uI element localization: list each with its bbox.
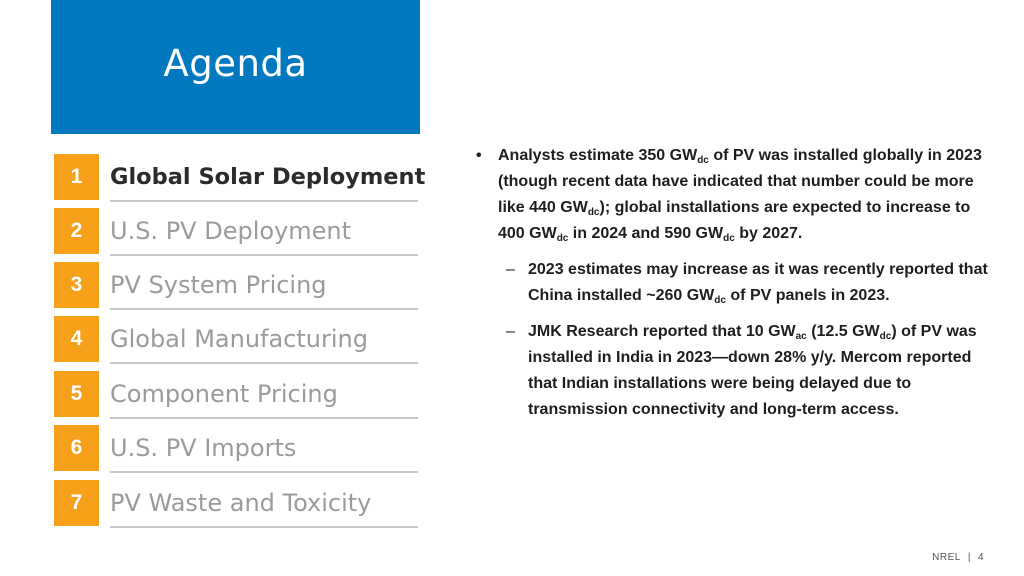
bullet-text: Analysts estimate 350 GWdc of PV was ins… xyxy=(498,147,982,244)
agenda-item-2[interactable]: 2 U.S. PV Deployment xyxy=(54,208,418,258)
divider xyxy=(110,526,418,528)
agenda-number-badge: 5 xyxy=(54,371,99,417)
agenda-item-label: PV System Pricing xyxy=(110,271,327,299)
agenda-item-7[interactable]: 7 PV Waste and Toxicity xyxy=(54,480,418,530)
agenda-item-6[interactable]: 6 U.S. PV Imports xyxy=(54,425,418,475)
divider xyxy=(110,308,418,310)
slide-footer: NREL | 4 xyxy=(932,552,984,563)
agenda-item-1[interactable]: 1 Global Solar Deployment xyxy=(54,154,425,204)
agenda-item-4[interactable]: 4 Global Manufacturing xyxy=(54,316,418,366)
sub-bullet-text: JMK Research reported that 10 GWac (12.5… xyxy=(528,323,977,418)
agenda-number-badge: 6 xyxy=(54,425,99,471)
agenda-header: Agenda xyxy=(51,0,420,134)
bullet-main: • Analysts estimate 350 GWdc of PV was i… xyxy=(476,143,996,247)
sub-bullet-india: – JMK Research reported that 10 GWac (12… xyxy=(476,319,996,423)
divider xyxy=(110,254,418,256)
agenda-item-label: PV Waste and Toxicity xyxy=(110,489,372,517)
page-number: 4 xyxy=(977,552,984,563)
agenda-number-badge: 1 xyxy=(54,154,99,200)
footer-separator: | xyxy=(967,552,971,563)
footer-org: NREL xyxy=(932,552,961,563)
divider xyxy=(110,471,418,473)
sub-bullet-marker: – xyxy=(506,261,515,278)
divider xyxy=(110,200,418,202)
agenda-item-5[interactable]: 5 Component Pricing xyxy=(54,371,418,421)
agenda-item-label: U.S. PV Imports xyxy=(110,434,297,462)
agenda-item-label: U.S. PV Deployment xyxy=(110,217,352,245)
page-title: Agenda xyxy=(163,42,308,85)
divider xyxy=(110,362,418,364)
slide-content: • Analysts estimate 350 GWdc of PV was i… xyxy=(476,143,996,433)
agenda-number-badge: 3 xyxy=(54,262,99,308)
agenda-item-label: Component Pricing xyxy=(110,380,338,408)
agenda-number-badge: 4 xyxy=(54,316,99,362)
agenda-item-label: Global Manufacturing xyxy=(110,325,368,353)
sub-bullet-marker: – xyxy=(506,323,515,340)
agenda-item-3[interactable]: 3 PV System Pricing xyxy=(54,262,418,312)
bullet-marker: • xyxy=(476,147,482,164)
agenda-number-badge: 2 xyxy=(54,208,99,254)
sub-bullet-text: 2023 estimates may increase as it was re… xyxy=(528,261,988,306)
agenda-item-label: Global Solar Deployment xyxy=(110,164,426,190)
sub-bullet-china: – 2023 estimates may increase as it was … xyxy=(476,257,996,309)
divider xyxy=(110,417,418,419)
agenda-number-badge: 7 xyxy=(54,480,99,526)
